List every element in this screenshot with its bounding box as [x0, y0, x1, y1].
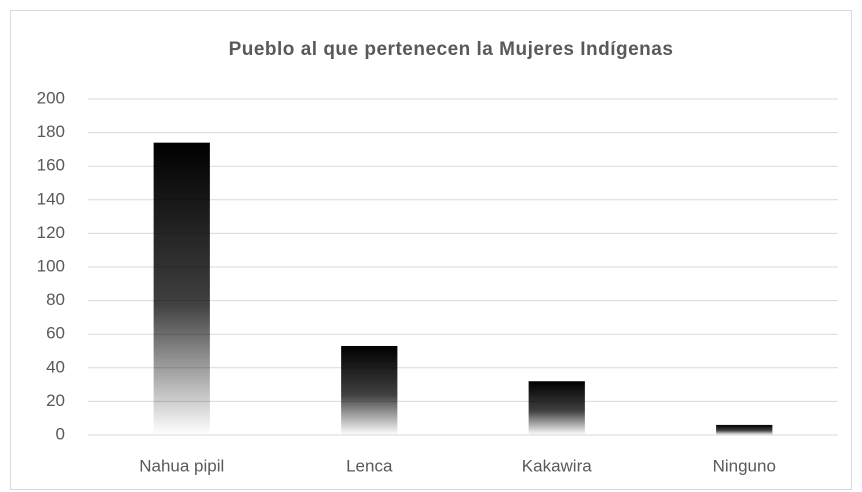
y-tick-label: 60 [46, 324, 65, 343]
x-tick-label: Ninguno [713, 456, 776, 475]
chart-title: Pueblo al que pertenecen la Mujeres Indí… [229, 39, 674, 60]
y-tick-label: 180 [37, 122, 65, 141]
y-tick-label: 160 [37, 156, 65, 175]
x-tick-label: Nahua pipil [139, 456, 224, 475]
bar [716, 424, 773, 435]
chart-border [10, 10, 852, 490]
y-tick-label: 20 [46, 391, 65, 410]
y-tick-label: 40 [46, 357, 65, 376]
y-tick-label: 200 [37, 88, 65, 107]
y-tick-label: 120 [37, 223, 65, 242]
bar [341, 345, 398, 435]
y-tick-label: 100 [37, 256, 65, 275]
y-tick-label: 80 [46, 290, 65, 309]
bar [528, 381, 585, 435]
bar [153, 142, 210, 435]
x-tick-label: Kakawira [522, 456, 592, 475]
y-tick-label: 0 [56, 424, 65, 443]
y-tick-label: 140 [37, 189, 65, 208]
x-tick-label: Lenca [346, 456, 393, 475]
